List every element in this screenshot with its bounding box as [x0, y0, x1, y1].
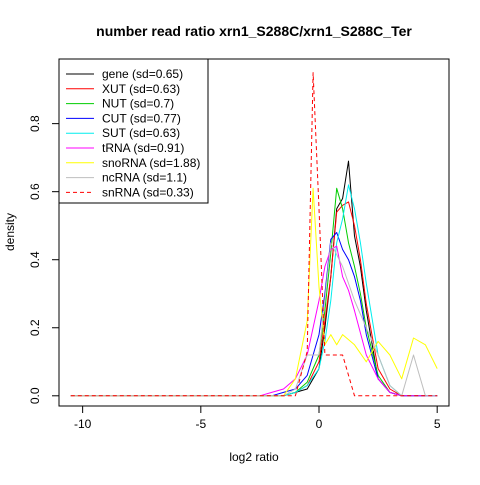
- legend-label: CUT (sd=0.77): [102, 111, 181, 125]
- x-tick-label: -10: [74, 417, 92, 431]
- legend-label: tRNA (sd=0.91): [102, 141, 184, 155]
- series-layer: [70, 72, 438, 397]
- legend-label: ncRNA (sd=1.1): [102, 171, 187, 185]
- legend-label: XUT (sd=0.63): [102, 82, 180, 96]
- y-tick-label: 0.4: [28, 251, 42, 268]
- x-tick-label: 5: [434, 417, 441, 431]
- legend-box: [58, 58, 209, 204]
- legend-label: SUT (sd=0.63): [102, 126, 180, 140]
- chart-title: number read ratio xrn1_S288C/xrn1_S288C_…: [96, 23, 412, 39]
- legend-label: snoRNA (sd=1.88): [102, 156, 200, 170]
- series-line: [70, 187, 438, 397]
- series-line: [70, 72, 438, 397]
- x-axis-label: log2 ratio: [229, 450, 279, 464]
- y-tick-label: 0.0: [28, 387, 42, 404]
- legend-label: NUT (sd=0.7): [102, 97, 174, 111]
- x-axis: -10 -5 0 5: [74, 405, 441, 431]
- x-tick-label: -5: [195, 417, 206, 431]
- y-tick-label: 0.2: [28, 319, 42, 336]
- x-tick-label: 0: [316, 417, 323, 431]
- series-line: [70, 242, 438, 397]
- series-line: [70, 187, 438, 397]
- y-tick-label: 0.8: [28, 115, 42, 132]
- legend-label: gene (sd=0.65): [102, 67, 183, 81]
- legend-label: snRNA (sd=0.33): [102, 185, 194, 199]
- y-tick-label: 0.6: [28, 183, 42, 200]
- legend-items: gene (sd=0.65)XUT (sd=0.63)NUT (sd=0.7)C…: [66, 67, 200, 199]
- legend: gene (sd=0.65)XUT (sd=0.63)NUT (sd=0.7)C…: [58, 58, 209, 204]
- y-axis-label: density: [3, 213, 17, 251]
